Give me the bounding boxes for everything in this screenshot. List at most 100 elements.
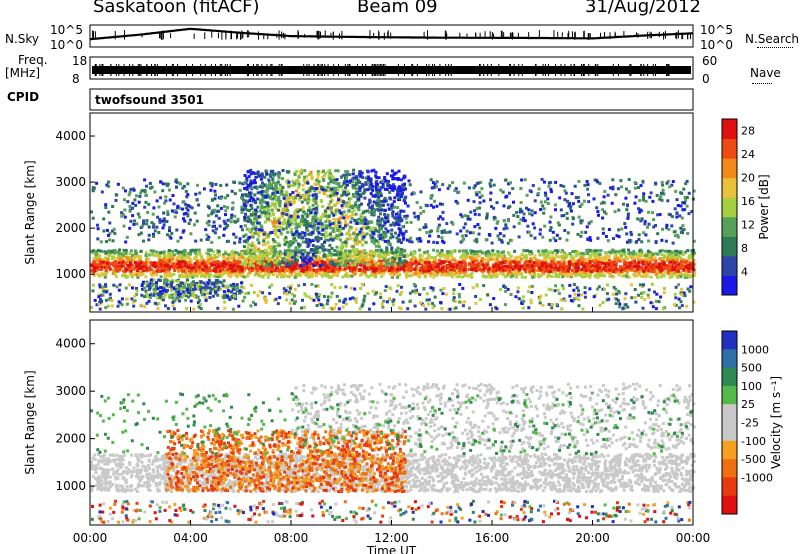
power-cell <box>267 212 271 215</box>
power-cell <box>325 264 329 268</box>
power-cell <box>205 251 209 255</box>
power-cell <box>624 274 628 278</box>
power-cell <box>159 275 163 279</box>
power-cell <box>270 264 274 268</box>
power-cell <box>637 252 641 256</box>
power-cell <box>271 220 275 224</box>
power-cell <box>252 258 256 262</box>
power-cell <box>141 264 145 268</box>
power-cell <box>115 266 119 270</box>
power-cell <box>593 267 597 270</box>
power-cell <box>317 182 320 186</box>
power-cell <box>640 250 644 254</box>
power-cell <box>131 275 134 279</box>
power-cell <box>178 257 182 261</box>
power-cell <box>448 267 452 271</box>
power-cell <box>303 220 307 224</box>
power-cell <box>358 259 362 263</box>
power-cell <box>294 246 298 250</box>
power-cell <box>273 261 277 265</box>
power-cell <box>405 265 409 269</box>
power-cell <box>446 259 450 263</box>
power-cell <box>113 272 117 276</box>
power-cell <box>399 187 403 191</box>
power-cell <box>589 272 593 276</box>
power-cell <box>334 269 338 273</box>
power-cell <box>673 266 676 270</box>
power-cell <box>311 215 315 219</box>
power-cell <box>442 269 446 273</box>
power-cell <box>190 249 194 253</box>
power-cell <box>452 270 456 274</box>
power-cell <box>133 249 137 253</box>
power-cell <box>473 251 477 255</box>
power-cell <box>286 269 290 273</box>
power-cell <box>397 218 401 221</box>
power-cell <box>314 269 318 272</box>
power-cell <box>468 263 472 267</box>
power-cell <box>354 256 358 260</box>
power-cell <box>155 254 159 258</box>
power-cell <box>399 241 403 245</box>
power-cell <box>399 217 402 221</box>
power-cell <box>394 251 398 255</box>
freq-panel-frame <box>89 56 694 80</box>
power-cell <box>306 251 310 255</box>
power-cell <box>356 259 360 263</box>
power-cell <box>275 273 279 277</box>
power-cell <box>227 261 231 264</box>
power-cell <box>414 260 418 264</box>
power-cell <box>282 221 286 225</box>
power-cell <box>225 271 229 275</box>
power-cell <box>607 255 611 258</box>
power-cell <box>334 271 338 275</box>
power-cell <box>494 275 498 279</box>
power-cell <box>331 229 335 233</box>
power-cell <box>643 274 647 277</box>
power-cell <box>399 247 403 251</box>
power-cell <box>381 182 385 186</box>
power-cell <box>336 169 340 173</box>
power-cell <box>163 267 166 271</box>
power-cell <box>363 269 367 273</box>
power-cell <box>656 275 660 279</box>
power-cell <box>554 271 558 275</box>
power-cell <box>651 263 655 267</box>
power-cell <box>96 263 100 267</box>
power-cell <box>546 250 550 254</box>
power-cell <box>574 254 578 258</box>
power-cell <box>647 254 651 258</box>
power-cell <box>219 261 223 265</box>
power-cell <box>189 264 193 268</box>
power-cell <box>381 224 385 228</box>
power-cell <box>617 250 621 254</box>
power-cell <box>629 265 632 269</box>
power-cell <box>423 251 427 254</box>
power-cell <box>494 263 498 267</box>
power-cell <box>344 220 348 223</box>
power-cell <box>143 267 147 271</box>
power-cell <box>305 268 309 272</box>
power-cell <box>255 265 259 269</box>
power-cell <box>524 254 528 258</box>
power-cell <box>272 263 276 267</box>
power-cell <box>652 265 656 269</box>
power-cell <box>144 253 148 257</box>
power-cell <box>344 170 348 173</box>
power-cell <box>119 255 123 258</box>
power-cell <box>432 275 436 279</box>
power-cell <box>298 235 301 239</box>
power-cell <box>166 263 170 267</box>
power-cell <box>538 263 542 266</box>
power-cell <box>432 248 436 252</box>
power-cell <box>426 256 430 260</box>
power-cell <box>343 221 347 225</box>
power-cell <box>458 269 462 272</box>
power-cell <box>433 256 437 259</box>
power-cell <box>296 265 300 269</box>
power-cell <box>351 213 355 217</box>
power-cell <box>272 271 275 275</box>
power-cell <box>215 255 219 259</box>
power-cell <box>121 260 125 264</box>
power-cell <box>379 186 383 190</box>
